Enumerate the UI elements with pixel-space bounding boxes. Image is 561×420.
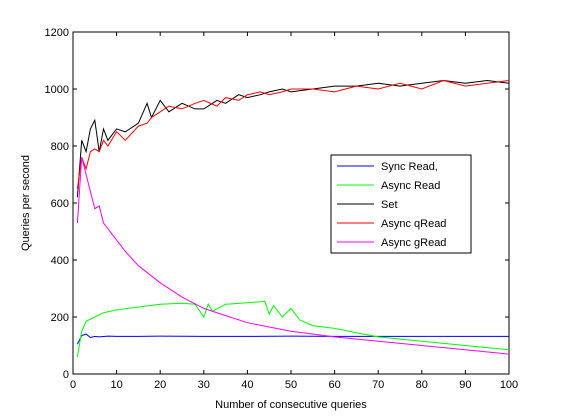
x-tick-label: 0 [70,379,76,391]
y-tick-label: 600 [51,198,69,210]
y-tick-label: 800 [51,141,69,153]
x-tick-label: 60 [328,379,340,391]
legend-entry-label: Async Read [381,180,440,192]
y-tick-label: 0 [63,369,69,381]
legend-entry-label: Async gRead [381,237,446,249]
series-line-2 [76,79,510,198]
series-line-4 [76,157,510,355]
y-tick-label: 1200 [45,27,69,39]
series-line-0 [76,333,509,345]
legend-entry-label: Set [381,199,398,211]
x-tick-label: 20 [154,379,166,391]
y-tick-label: 200 [51,312,69,324]
legend-entry-label: Sync Read, [381,161,438,173]
x-tick-label: 30 [198,379,210,391]
x-tick-label: 10 [110,379,122,391]
legend-entry-label: Async qRead [381,218,446,230]
x-tick-label: 40 [241,379,253,391]
y-tick-label: 1000 [45,84,69,96]
x-tick-label: 80 [416,379,428,391]
series-line-1 [76,300,510,357]
legend: Sync Read, Async Read Set Async qRead Async … [330,154,472,254]
x-tick-label: 90 [459,379,471,391]
y-axis-label: Queries per second [20,155,32,251]
x-tick-label: 70 [372,379,384,391]
x-axis: 0 10 20 30 40 50 60 70 80 90 100 [70,32,518,391]
y-axis: 0 200 400 600 800 1000 1200 [45,27,509,381]
series-line-3 [76,79,510,189]
x-tick-label: 50 [285,379,297,391]
series-lines [76,79,510,357]
x-tick-label: 100 [500,379,518,391]
y-tick-label: 400 [51,255,69,267]
x-axis-label: Number of consecutive queries [215,399,367,411]
